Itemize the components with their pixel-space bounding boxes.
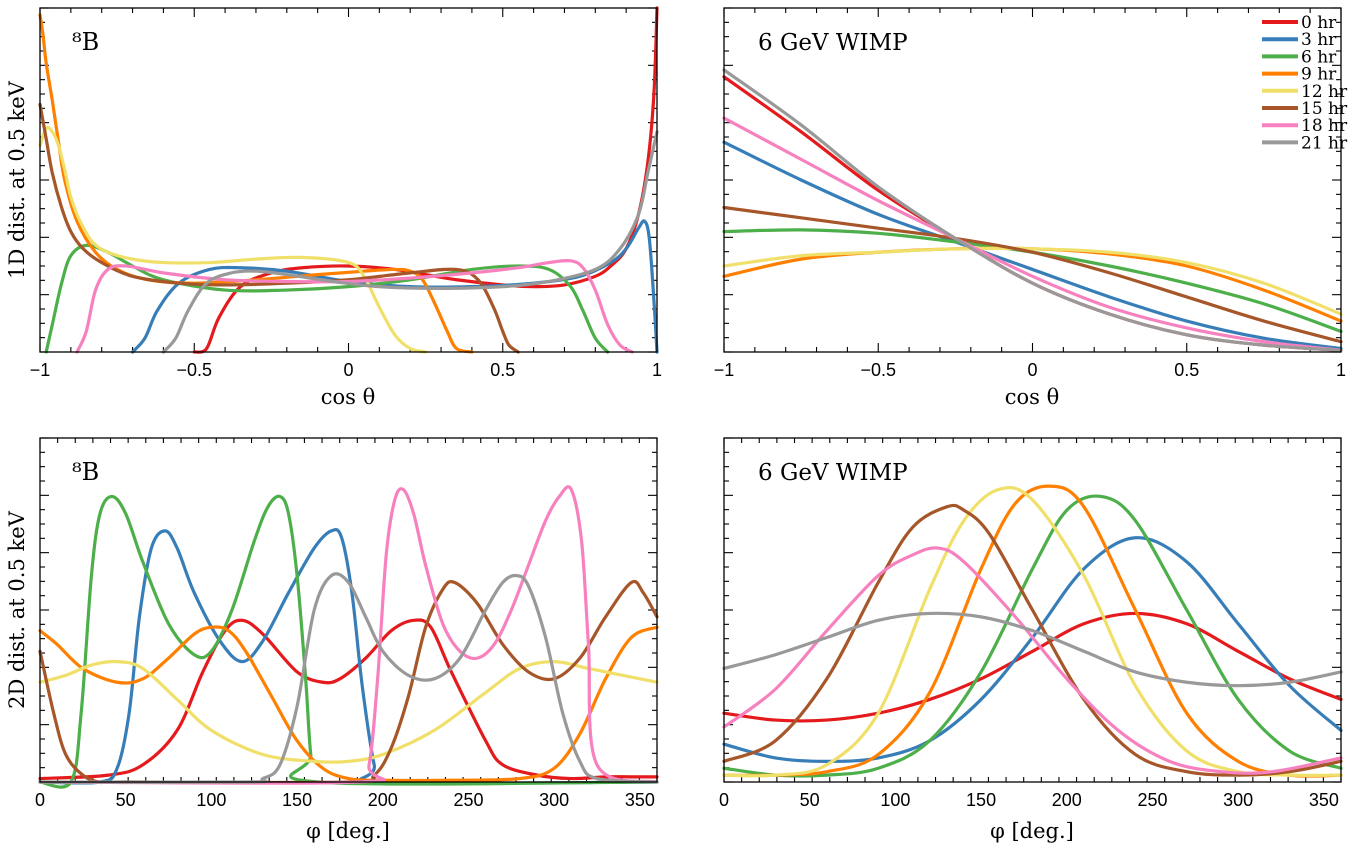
legend-label: 15 hr <box>1301 99 1348 119</box>
series-line-15-hr <box>722 205 1343 344</box>
series-line-0-hr <box>722 75 1343 352</box>
panel-bottom-right: 6 GeV WIMP φ [deg.] 0 50 100 150 200 250 300 35… <box>719 437 1343 843</box>
series-line-0-hr <box>722 611 1343 723</box>
x-tick-label: 150 <box>282 790 312 810</box>
x-tick-label: 250 <box>453 790 483 810</box>
panel-top-right: 6 GeV WIMP cos θ −1 −0.5 0 0.5 1 0 hr3 hr6 h… <box>714 7 1348 409</box>
x-tick-label: 300 <box>1223 790 1253 810</box>
x-tick-label: 100 <box>196 790 226 810</box>
legend-label: 0 hr <box>1301 13 1337 33</box>
panel-bottom-left-label: ⁸B <box>72 458 99 486</box>
panel-bottom-right-curves <box>722 484 1343 778</box>
legend-label: 21 hr <box>1301 133 1348 153</box>
x-tick-label: 200 <box>368 790 398 810</box>
x-tick-label: 50 <box>116 790 136 810</box>
series-line-18-hr <box>722 116 1343 352</box>
x-tick-label: 1 <box>1336 360 1346 380</box>
series-line-21-hr <box>161 130 659 354</box>
series-line-12-hr <box>722 246 1343 316</box>
legend-label: 18 hr <box>1301 116 1348 136</box>
panel-top-left-xlabel: cos θ <box>321 385 376 409</box>
x-tick-label: −1 <box>30 360 51 380</box>
legend-label: 9 hr <box>1301 65 1337 85</box>
panel-bottom-right-label: 6 GeV WIMP <box>758 460 908 486</box>
series-line-3-hr <box>722 140 1343 351</box>
series-line-0-hr <box>192 6 659 354</box>
x-tick-label: 200 <box>1052 790 1082 810</box>
series-line-18-hr <box>75 258 634 354</box>
panel-bottom-right-xticklabels: 0 50 100 150 200 250 300 350 <box>719 790 1339 810</box>
panel-bottom-left-frame <box>39 437 658 783</box>
panel-top-left-frame <box>39 7 658 353</box>
legend-label: 3 hr <box>1301 30 1337 50</box>
panel-top-right-label: 6 GeV WIMP <box>758 30 908 56</box>
x-tick-label: 100 <box>880 790 910 810</box>
panel-top-left-ylabel: 1D dist. at 0.5 keV <box>5 80 29 278</box>
x-tick-label: 50 <box>800 790 820 810</box>
x-tick-label: 300 <box>539 790 569 810</box>
x-tick-label: 0 <box>35 790 45 810</box>
series-line-12-hr <box>38 126 428 354</box>
x-tick-label: −0.5 <box>860 360 896 380</box>
series-line-12-hr <box>38 659 659 764</box>
series-line-0-hr <box>38 618 659 781</box>
x-tick-label: 0 <box>1027 360 1037 380</box>
panel-bottom-left-xticklabels: 0 50 100 150 200 250 300 350 <box>35 790 655 810</box>
panel-top-left: ⁸B 1D dist. at 0.5 keV cos θ −1 −0.5 0 0.5 1 <box>5 6 662 409</box>
series-line-21-hr <box>722 611 1343 688</box>
panel-bottom-left-ylabel: 2D dist. at 0.5 keV <box>5 510 29 708</box>
series-line-18-hr <box>38 485 659 785</box>
panel-bottom-left: ⁸B 2D dist. at 0.5 keV φ [deg.] 0 50 100 15… <box>5 437 659 843</box>
panel-bottom-left-curves <box>38 485 659 789</box>
legend-label: 12 hr <box>1301 82 1348 102</box>
series-line-21-hr <box>722 68 1343 352</box>
series-line-3-hr <box>38 527 659 785</box>
panel-top-right-frame <box>723 7 1342 353</box>
x-tick-label: 150 <box>966 790 996 810</box>
series-line-9-hr <box>722 484 1343 778</box>
series-line-21-hr <box>38 572 659 784</box>
panel-bottom-right-frame <box>723 437 1342 783</box>
panel-top-right-xticklabels: −1 −0.5 0 0.5 1 <box>714 360 1346 380</box>
series-line-6-hr <box>44 243 610 354</box>
x-tick-label: 0 <box>343 360 353 380</box>
x-tick-label: −0.5 <box>176 360 212 380</box>
panel-top-left-curves <box>38 6 659 354</box>
series-line-15-hr <box>38 102 520 354</box>
legend-label: 6 hr <box>1301 47 1337 67</box>
panel-top-left-ticks <box>39 7 658 353</box>
x-tick-label: 1 <box>652 360 662 380</box>
x-tick-label: 350 <box>625 790 655 810</box>
panel-bottom-right-xlabel: φ [deg.] <box>990 819 1074 843</box>
panel-top-left-xticklabels: −1 −0.5 0 0.5 1 <box>30 360 662 380</box>
series-line-9-hr <box>38 625 659 783</box>
series-line-18-hr <box>722 546 1343 775</box>
series-line-12-hr <box>722 485 1343 778</box>
series-line-9-hr <box>38 13 474 354</box>
x-tick-label: 0 <box>719 790 729 810</box>
panel-top-left-label: ⁸B <box>72 28 99 56</box>
x-tick-label: 250 <box>1137 790 1167 810</box>
series-line-6-hr <box>38 494 659 789</box>
x-tick-label: −1 <box>714 360 735 380</box>
panel-top-right-curves <box>722 68 1343 352</box>
x-tick-label: 350 <box>1309 790 1339 810</box>
panel-top-right-xlabel: cos θ <box>1005 385 1060 409</box>
series-line-15-hr <box>722 503 1343 777</box>
panel-bottom-left-xlabel: φ [deg.] <box>306 819 390 843</box>
x-tick-label: 0.5 <box>490 360 515 380</box>
x-tick-label: 0.5 <box>1174 360 1199 380</box>
